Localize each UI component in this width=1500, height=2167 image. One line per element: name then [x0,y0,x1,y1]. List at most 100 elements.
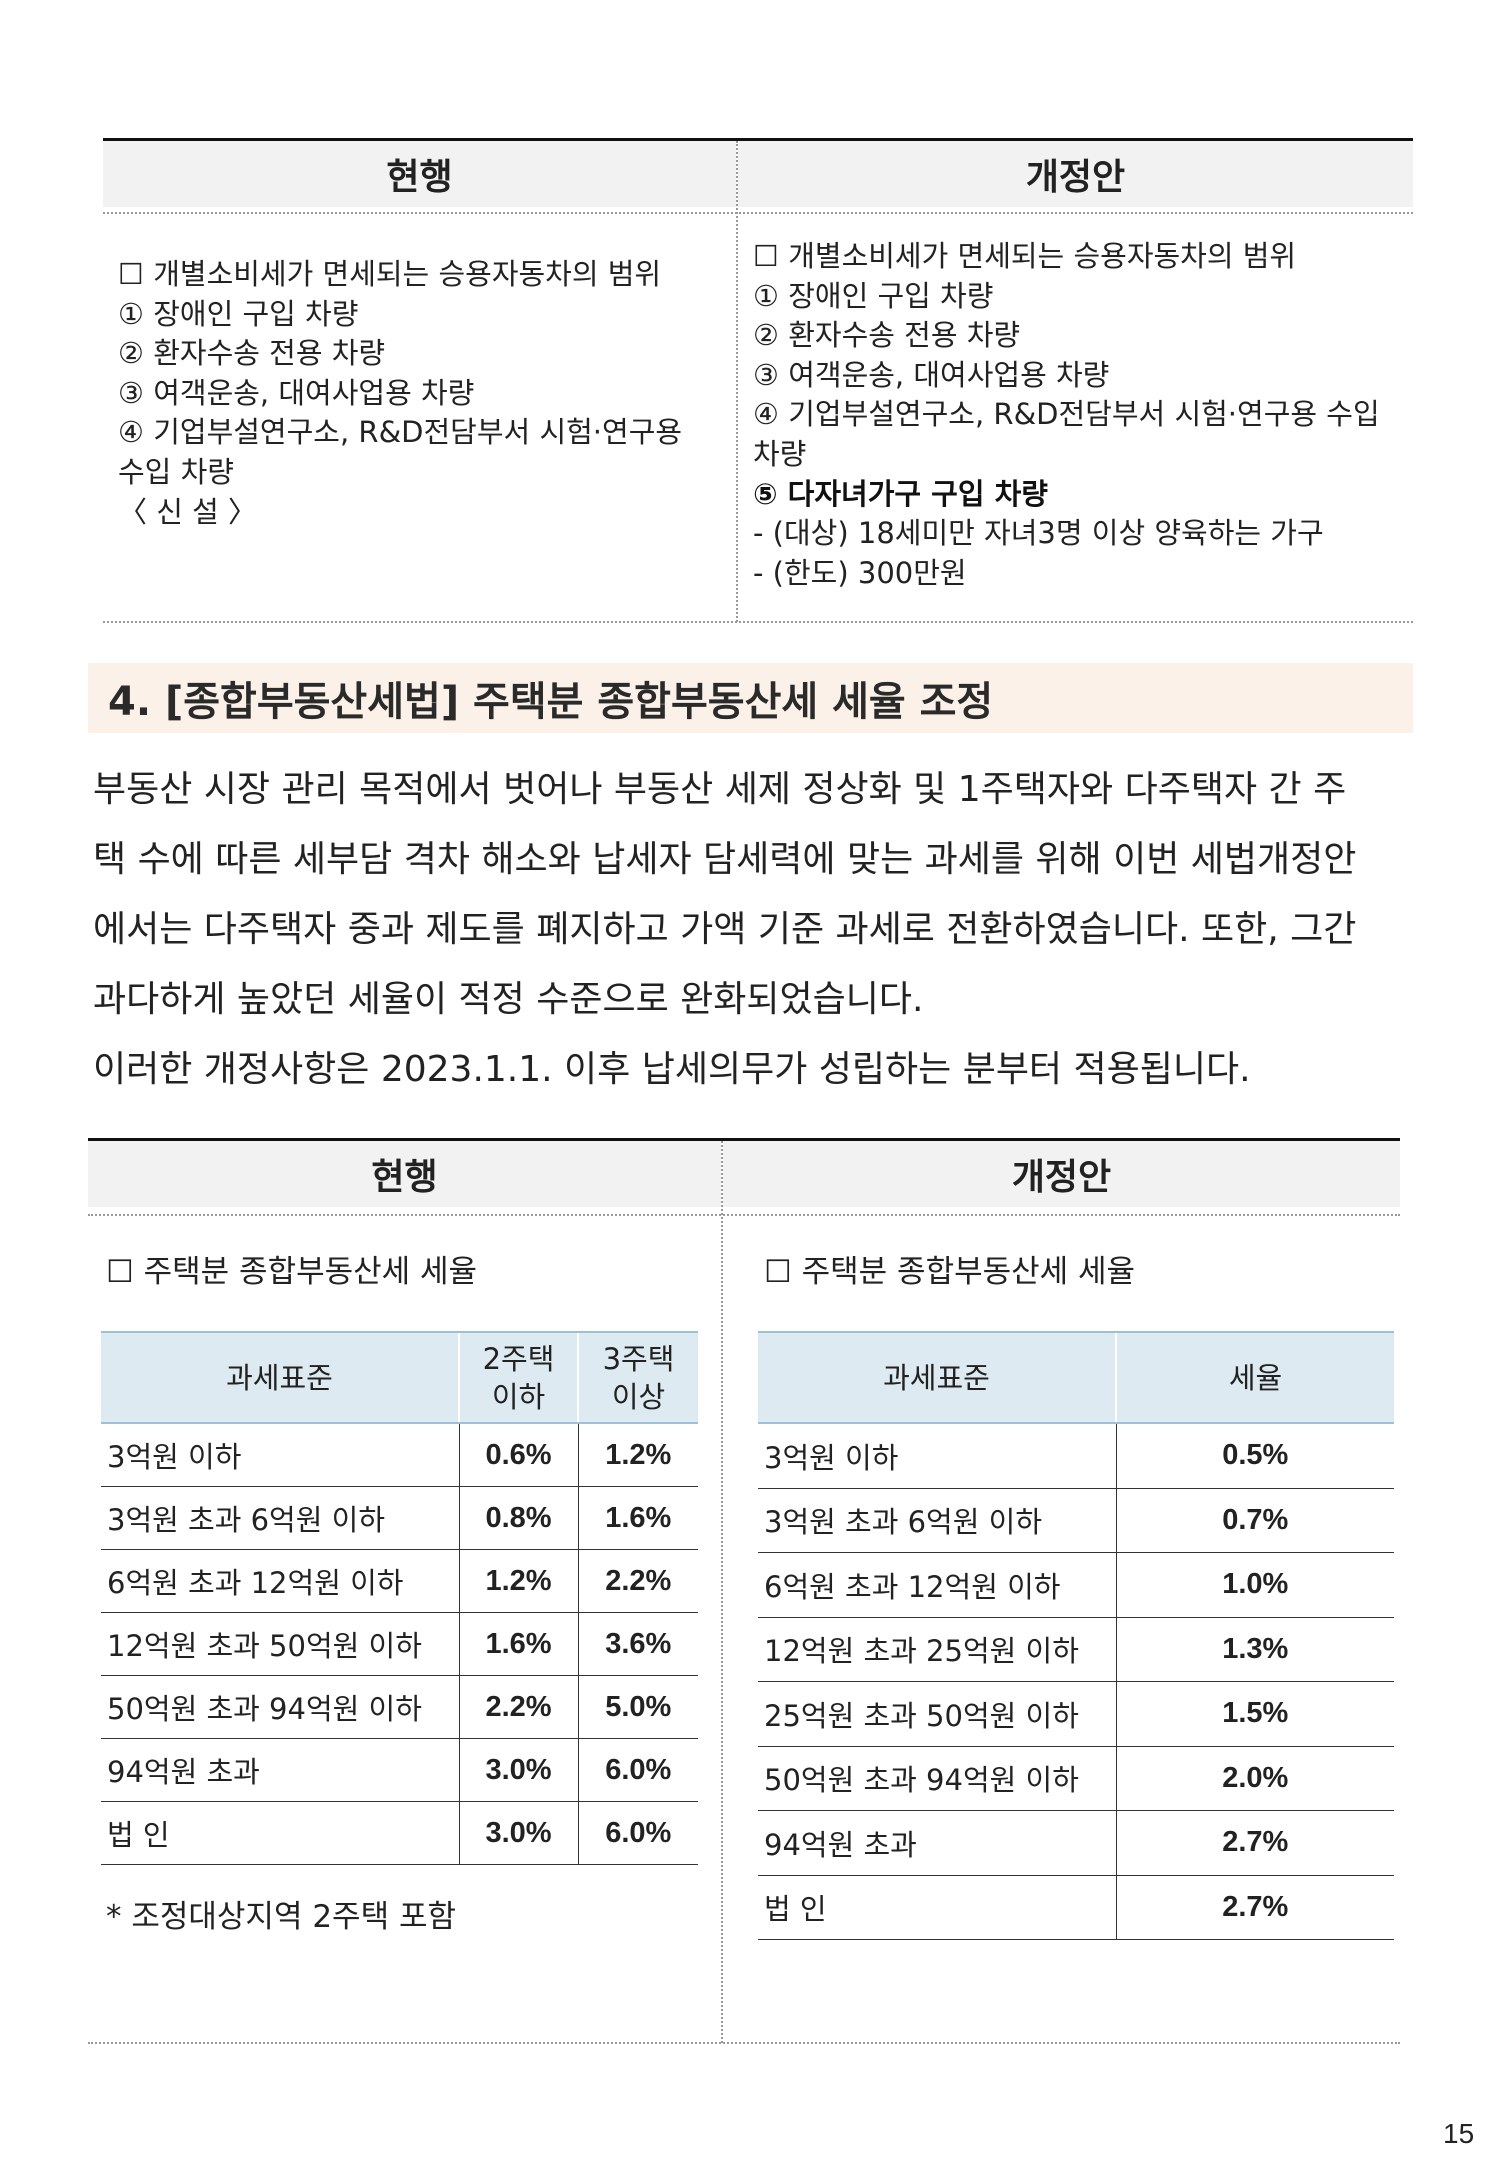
tax-base-cell: 3억원 이하 [101,1423,459,1487]
section-heading: 4. [종합부동산세법] 주택분 종합부동산세 세율 조정 [88,663,1413,733]
current-line: ① 장애인 구입 차량 [118,296,359,331]
rate-cell: 1.2% [577,1423,698,1487]
current-column: ☐ 개별소비세가 면세되는 승용자동차의 범위 ① 장애인 구입 차량 ② 환자… [118,255,723,532]
table-row: 3억원 이하 0.6% 1.2% [101,1423,698,1487]
body-line: 이러한 개정사항은 2023.1.1. 이후 납세의무가 성립하는 분부터 적용… [93,1049,1251,1090]
tax-base-cell: 94억원 초과 [758,1810,1116,1876]
col-header-two-houses: 2주택 이하 [458,1331,578,1424]
current-label: ☐ 주택분 종합부동산세 세율 [106,1254,478,1290]
tax-base-cell: 3억원 초과 6억원 이하 [101,1486,459,1550]
table-row: 25억원 초과 50억원 이하 1.5% [758,1681,1394,1747]
tax-base-cell: 3억원 초과 6억원 이하 [758,1488,1116,1553]
rate-cell: 1.2% [458,1549,578,1613]
table-top-rule [103,138,1413,141]
footnote: * 조정대상지역 2주택 포함 [106,1899,456,1935]
rate-cell: 5.0% [577,1675,698,1739]
comparison-table-vehicle: 현행 개정안 ☐ 개별소비세가 면세되는 승용자동차의 범위 ① 장애인 구입 … [103,138,1413,623]
rate-cell: 1.3% [1115,1617,1394,1682]
body-line: 택 수에 따른 세부담 격차 해소와 납세자 담세력에 맞는 과세를 위해 이번… [93,839,1357,880]
col-header-tax-base: 과세표준 [101,1331,459,1424]
revised-line: - (대상) 18세미만 자녀3명 이상 양육하는 가구 [753,516,1324,551]
rate-cell: 1.6% [458,1612,578,1676]
tax-base-cell: 법 인 [101,1801,459,1865]
rate-cell: 0.8% [458,1486,578,1550]
rate-cell: 3.0% [458,1801,578,1865]
rate-cell: 6.0% [577,1801,698,1865]
rate-cell: 0.7% [1115,1488,1394,1553]
rate-cell: 1.5% [1115,1681,1394,1747]
tax-base-cell: 25억원 초과 50억원 이하 [758,1681,1116,1747]
current-line: ② 환자수송 전용 차량 [118,336,386,371]
col-header-rate: 세율 [1115,1331,1394,1424]
current-header: 현행 [88,1141,721,1207]
table-header-row: 과세표준 세율 [758,1331,1394,1424]
tax-base-cell: 50억원 초과 94억원 이하 [101,1675,459,1739]
header-divider [88,1214,1400,1216]
table-row: 3억원 이하 0.5% [758,1423,1394,1489]
rate-cell: 1.6% [577,1486,698,1550]
col-header-tax-base: 과세표준 [758,1331,1116,1424]
revised-line: - (한도) 300만원 [753,555,967,590]
page-number: 15 [1443,2118,1475,2149]
current-line: 수입 차량 [118,454,234,489]
section-title: 4. [종합부동산세법] 주택분 종합부동산세 세율 조정 [108,679,994,725]
revised-line: ③ 여객운송, 대여사업용 차량 [753,357,1110,392]
table-row: 6억원 초과 12억원 이하 1.0% [758,1552,1394,1618]
rate-cell: 2.7% [1115,1875,1394,1940]
rate-cell: 0.6% [458,1423,578,1487]
revised-line: ☐ 개별소비세가 면세되는 승용자동차의 범위 [753,239,1297,273]
revised-new-item: ⑤ 다자녀가구 구입 차량 [753,476,1048,511]
table-row: 12억원 초과 25억원 이하 1.3% [758,1617,1394,1682]
revised-line: ④ 기업부설연구소, R&D전담부서 시험·연구용 수입 [753,397,1380,432]
current-header: 현행 [103,141,736,207]
table-row: 3억원 초과 6억원 이하 0.7% [758,1488,1394,1553]
column-divider [721,1141,723,2043]
rate-cell: 1.0% [1115,1552,1394,1618]
table-row: 50억원 초과 94억원 이하 2.0% [758,1746,1394,1811]
revised-header: 개정안 [723,1141,1400,1207]
revised-label: ☐ 주택분 종합부동산세 세율 [764,1254,1136,1290]
rate-cell: 2.2% [577,1549,698,1613]
rate-cell: 6.0% [577,1738,698,1802]
revised-column: ☐ 개별소비세가 면세되는 승용자동차의 범위 ① 장애인 구입 차량 ② 환자… [753,237,1403,593]
current-line: ☐ 개별소비세가 면세되는 승용자동차의 범위 [118,257,662,291]
table-row: 6억원 초과 12억원 이하 1.2% 2.2% [101,1549,698,1613]
table-row: 법 인 3.0% 6.0% [101,1801,698,1865]
tax-base-cell: 12억원 초과 50억원 이하 [101,1612,459,1676]
table-row: 50억원 초과 94억원 이하 2.2% 5.0% [101,1675,698,1739]
tax-base-cell: 6억원 초과 12억원 이하 [101,1549,459,1613]
body-line: 과다하게 높았던 세율이 적정 수준으로 완화되었습니다. [93,979,924,1020]
rate-cell: 3.0% [458,1738,578,1802]
tax-base-cell: 94억원 초과 [101,1738,459,1802]
column-divider [736,141,738,622]
revised-line: ② 환자수송 전용 차량 [753,318,1021,353]
revised-rate-table: 과세표준 세율 3억원 이하 0.5% 3억원 초과 6억원 이하 0.7% 6… [758,1331,1394,1940]
current-rate-table: 과세표준 2주택 이하 3주택 이상 3억원 이하 0.6% 1.2% 3억원 초과… [101,1331,698,1865]
col-header-three-houses: 3주택 이상 [577,1331,698,1424]
current-line: 〈 신 설 〉 [118,494,258,529]
tax-base-cell: 법 인 [758,1875,1116,1940]
revised-line: ① 장애인 구입 차량 [753,278,994,313]
rate-cell: 2.7% [1115,1810,1394,1876]
rate-cell: 3.6% [577,1612,698,1676]
table-row: 94억원 초과 2.7% [758,1810,1394,1876]
table-bottom-rule [88,2042,1400,2044]
tax-base-cell: 50억원 초과 94억원 이하 [758,1746,1116,1811]
table-top-rule [88,1138,1400,1141]
revised-header: 개정안 [738,141,1413,207]
body-line: 에서는 다주택자 중과 제도를 폐지하고 가액 기준 과세로 전환하였습니다. … [93,909,1357,950]
body-paragraph: 부동산 시장 관리 목적에서 벗어나 부동산 세제 정상화 및 1주택자와 다주… [93,755,1413,1105]
tax-base-cell: 3억원 이하 [758,1423,1116,1489]
rate-cell: 0.5% [1115,1423,1394,1489]
table-header-row: 과세표준 2주택 이하 3주택 이상 [101,1331,698,1424]
rate-cell: 2.2% [458,1675,578,1739]
table-row: 94억원 초과 3.0% 6.0% [101,1738,698,1802]
table-row: 12억원 초과 50억원 이하 1.6% 3.6% [101,1612,698,1676]
table-bottom-rule [103,621,1413,623]
current-line: ③ 여객운송, 대여사업용 차량 [118,375,475,410]
revised-line: 차량 [753,436,807,471]
body-line: 부동산 시장 관리 목적에서 벗어나 부동산 세제 정상화 및 1주택자와 다주… [93,769,1347,810]
rate-cell: 2.0% [1115,1746,1394,1811]
comparison-table-property-tax: 현행 개정안 ☐ 주택분 종합부동산세 세율 ☐ 주택분 종합부동산세 세율 과… [88,1138,1400,2044]
table-row: 3억원 초과 6억원 이하 0.8% 1.6% [101,1486,698,1550]
